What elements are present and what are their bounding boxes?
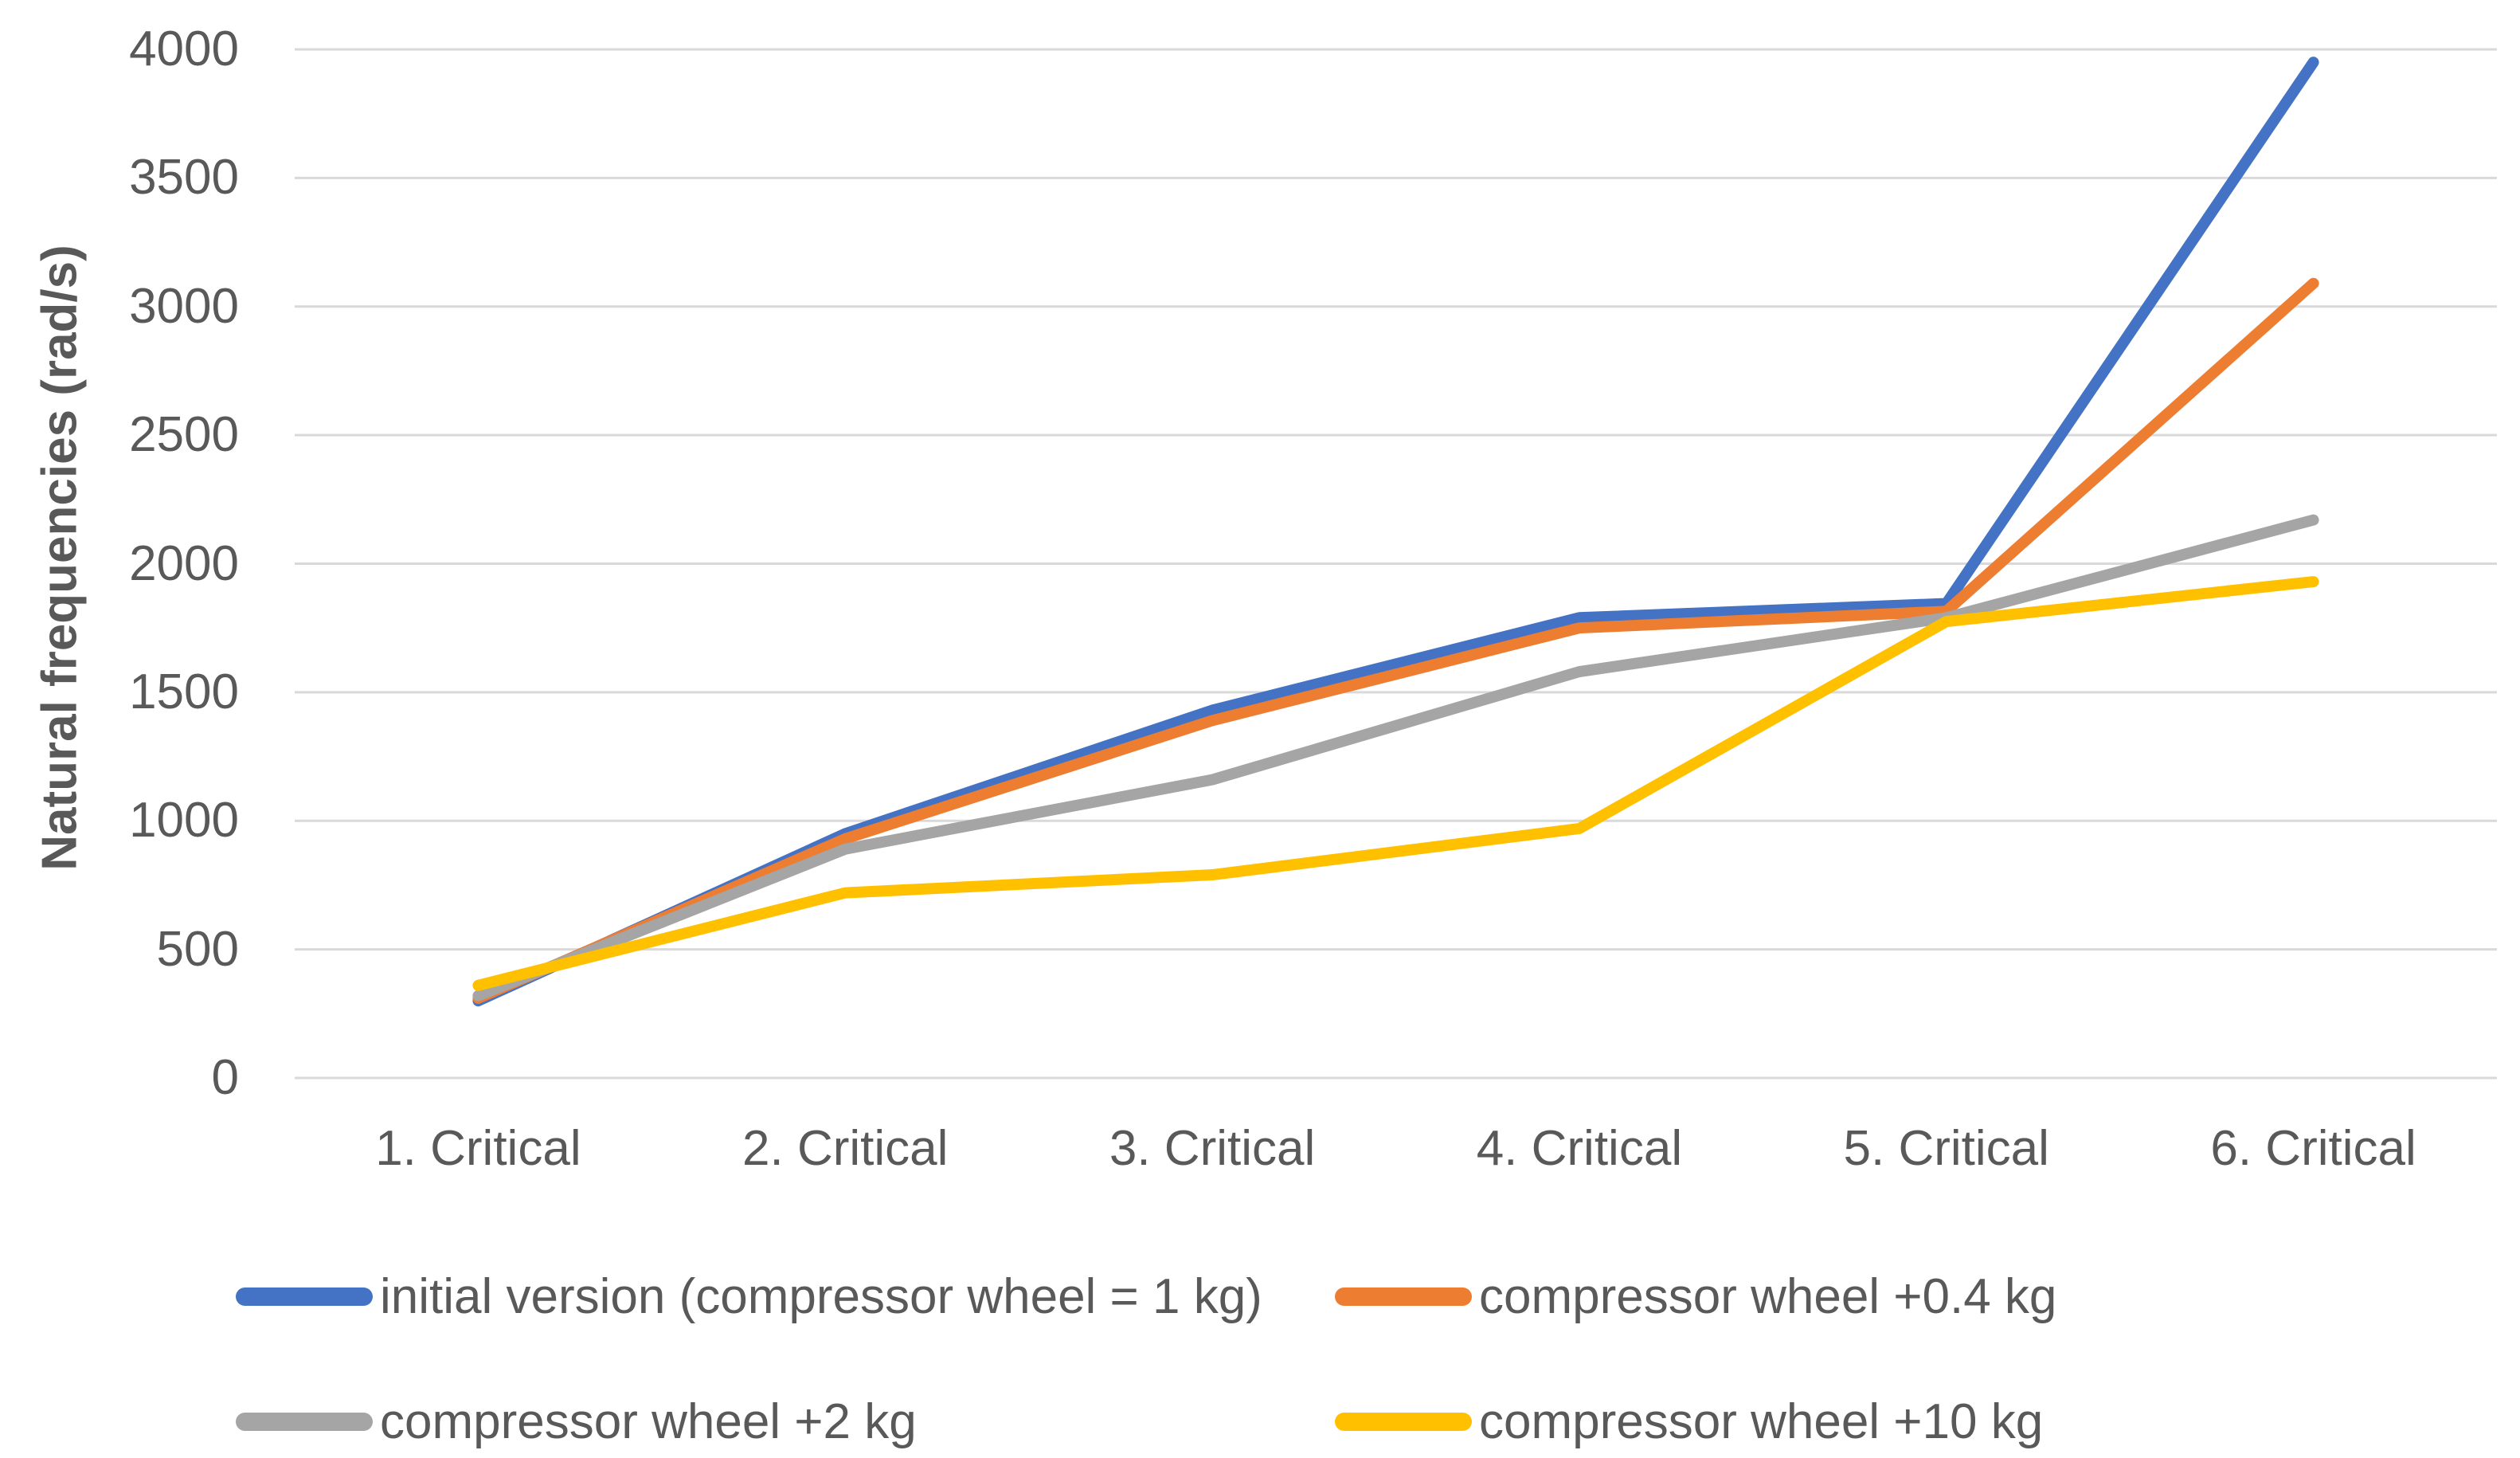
x-category-label: 2. Critical <box>742 1121 949 1176</box>
series-line-3 <box>472 576 2319 991</box>
x-category-label: 6. Critical <box>2210 1121 2416 1176</box>
y-tick-label: 2500 <box>129 407 239 463</box>
series-line-2 <box>472 514 2319 1001</box>
legend-item-3: compressor wheel +10 kg <box>1335 1388 2043 1455</box>
legend-label: compressor wheel +2 kg <box>380 1393 917 1449</box>
legend-swatch-icon <box>236 1287 373 1306</box>
y-tick-label: 3000 <box>129 278 239 334</box>
legend-label: compressor wheel +10 kg <box>1479 1393 2044 1449</box>
legend-item-1: compressor wheel +0.4 kg <box>1335 1263 2056 1330</box>
legend-label: initial version (compressor wheel = 1 kg… <box>380 1268 1262 1324</box>
y-tick-label: 1500 <box>129 664 239 719</box>
y-tick-label: 4000 <box>129 22 239 76</box>
legend-swatch-icon <box>236 1412 373 1431</box>
y-tick-label: 0 <box>211 1050 239 1105</box>
y-tick-label: 500 <box>156 921 239 977</box>
x-category-label: 3. Critical <box>1109 1121 1316 1176</box>
legend-swatch-icon <box>1335 1412 1472 1431</box>
legend-swatch-icon <box>1335 1287 1472 1306</box>
x-category-label: 4. Critical <box>1476 1121 1683 1176</box>
x-category-label: 5. Critical <box>1843 1121 2049 1176</box>
legend-item-0: initial version (compressor wheel = 1 kg… <box>236 1263 1262 1330</box>
y-tick-label: 3500 <box>129 150 239 206</box>
series-line-1 <box>472 277 2319 1004</box>
y-tick-label: 2000 <box>129 535 239 591</box>
y-tick-label: 1000 <box>129 793 239 849</box>
legend-label: compressor wheel +0.4 kg <box>1479 1268 2057 1324</box>
legend-item-2: compressor wheel +2 kg <box>236 1388 917 1455</box>
x-category-label: 1. Critical <box>375 1121 581 1176</box>
